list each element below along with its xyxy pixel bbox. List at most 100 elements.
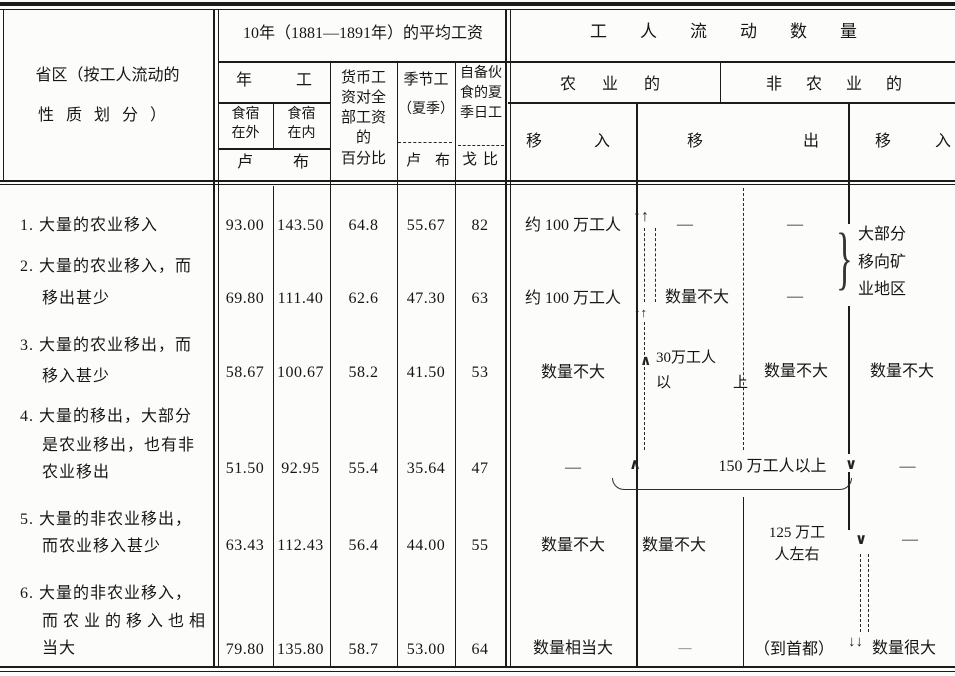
cell-out-span: 150 万工人以上 [718,458,827,475]
col-header-move-in-nonagri: 移入 [875,133,951,150]
row-label: 4. 大量的移出，大部分 [20,408,193,425]
cell-nonagri-in: 大部分 [858,226,907,243]
row-label: 是农业移出，也有非 [42,437,196,454]
cell-agri-in: 数量相当大 [532,640,613,657]
down-arrows-icon: ↓↓ [848,634,863,650]
cell-wage-board-in: 100.67 [277,364,324,381]
cell-wage-board-out: 58.67 [225,364,265,381]
cell-agri-in: 数量不大 [540,364,605,381]
up-arrowhead-icon: ∧ [629,457,642,473]
cell-wage-board-out: 93.00 [225,217,265,234]
cell-agri-out: 30万工人 [656,350,717,366]
down-arrowhead-icon: ∨ [845,457,858,473]
cell-seasonal-wage: 35.64 [406,460,446,477]
grid-line [510,9,511,668]
province-group-header-line2: 性质划分） [38,107,179,124]
row-label: 当大 [42,640,77,657]
cell-nonagri-out: 人左右 [774,547,820,563]
col-header-money-wage-pct: 百分比 [340,151,386,167]
flow-arrow-line [860,554,861,632]
cell-money-pct: 58.2 [348,364,379,381]
grid-line [508,102,955,104]
cell-seasonal-wage: 55.67 [406,217,446,234]
cell-seasonal-wage: 53.00 [406,641,446,658]
cell-day-wage: 63 [471,290,489,307]
cell-nonagri-in: 数量不大 [869,363,934,380]
province-group-header: 省区（按工人流动的 [35,67,180,84]
cell-nonagri-out: — [787,288,803,305]
under-brace [612,478,852,490]
up-arrows-icon: ↑↑ [633,208,649,225]
col-header-seasonal: 季节工 [403,72,449,88]
row-label: 农业移出 [42,464,111,481]
cell-agri-out: 数量不大 [664,289,729,306]
grid-line [455,62,456,666]
row-label: 而农业移入甚少 [42,538,162,555]
col-header-money-wage-pct: 部工资 [340,110,386,126]
col-header-board-in: 在内 [287,126,316,141]
cell-day-wage: 47 [471,460,489,477]
cell-agri-out: — [678,640,692,655]
grid-line [743,188,744,450]
cell-money-pct: 56.4 [348,537,379,554]
cell-nonagri-out: 数量不大 [763,363,828,380]
row-label: 5. 大量的非农业移出， [20,511,193,528]
row-label: 移入甚少 [42,368,111,385]
cell-nonagri-in: 数量很大 [872,640,937,657]
cell-day-wage: 64 [471,641,489,658]
row-label: 2. 大量的农业移入，而 [20,258,193,275]
grid-line [743,497,744,666]
cell-seasonal-wage: 44.00 [406,537,446,554]
col-header-annual-worker: 年工 [236,72,357,89]
col-header-self-board-day: 自备伙 [460,66,502,81]
grid-line [0,184,955,185]
cell-nonagri-in: — [902,531,918,548]
grid-line [330,62,331,666]
cell-wage-board-out: 63.43 [225,537,265,554]
cell-money-pct: 58.7 [348,641,379,658]
grid-line [3,9,4,181]
cell-wage-board-in: 112.43 [277,537,324,554]
cell-agri-out: 以上 [656,375,811,391]
col-header-seasonal: （夏季） [398,102,454,117]
cell-money-pct: 64.8 [348,217,379,234]
avg-wage-title: 10年（1881—1891年）的平均工资 [242,25,483,42]
cell-agri-in: 约 100 万工人 [524,217,621,234]
unit-rubles-annual: 卢布 [237,154,350,171]
flow-arrow-line [644,322,645,450]
grid-line [218,61,955,63]
cell-agri-in: 约 100 万工人 [524,290,621,307]
unit-kopecks: 戈比 [462,152,505,168]
cell-nonagri-in: 移向矿 [858,254,907,271]
grid-line [848,472,850,530]
grid-line [397,62,398,666]
up-arrowhead-icon: ∧ [640,354,652,369]
col-header-self-board-day: 食的夏 [460,86,502,101]
cell-nonagri-out: — [787,216,803,233]
col-header-board-in: 食宿 [287,107,316,122]
row-label: 移出甚少 [42,290,111,307]
up-arrows-icon: ↑↑ [634,305,647,320]
col-header-agricultural: 农业的 [560,76,687,93]
cell-wage-board-in: 111.40 [277,290,324,307]
cell-agri-in: 数量不大 [540,537,605,554]
cell-day-wage: 53 [471,364,489,381]
flow-arrow-line [868,554,869,632]
row-label: 而农业的移入也相 [42,613,211,630]
cell-wage-board-out: 69.80 [225,290,265,307]
brace-icon: } [836,220,853,297]
cell-wage-board-out: 79.80 [225,641,265,658]
row-label: 6. 大量的非农业移入， [20,585,193,602]
cell-nonagri-in: 业地区 [858,281,907,298]
grid-line [0,9,955,10]
cell-nonagri-out: 125 万工 [768,525,826,541]
row-label: 3. 大量的农业移出，而 [20,337,193,354]
grid-line [0,2,955,6]
unit-rubles-seasonal: 卢布 [406,153,465,169]
col-header-non-agricultural: 非农业的 [766,76,927,93]
col-header-move-in-agri: 移入 [526,133,663,150]
cell-agri-out: 数量不大 [641,537,706,554]
cell-seasonal-wage: 41.50 [406,364,446,381]
flow-arrow-line [644,228,645,302]
